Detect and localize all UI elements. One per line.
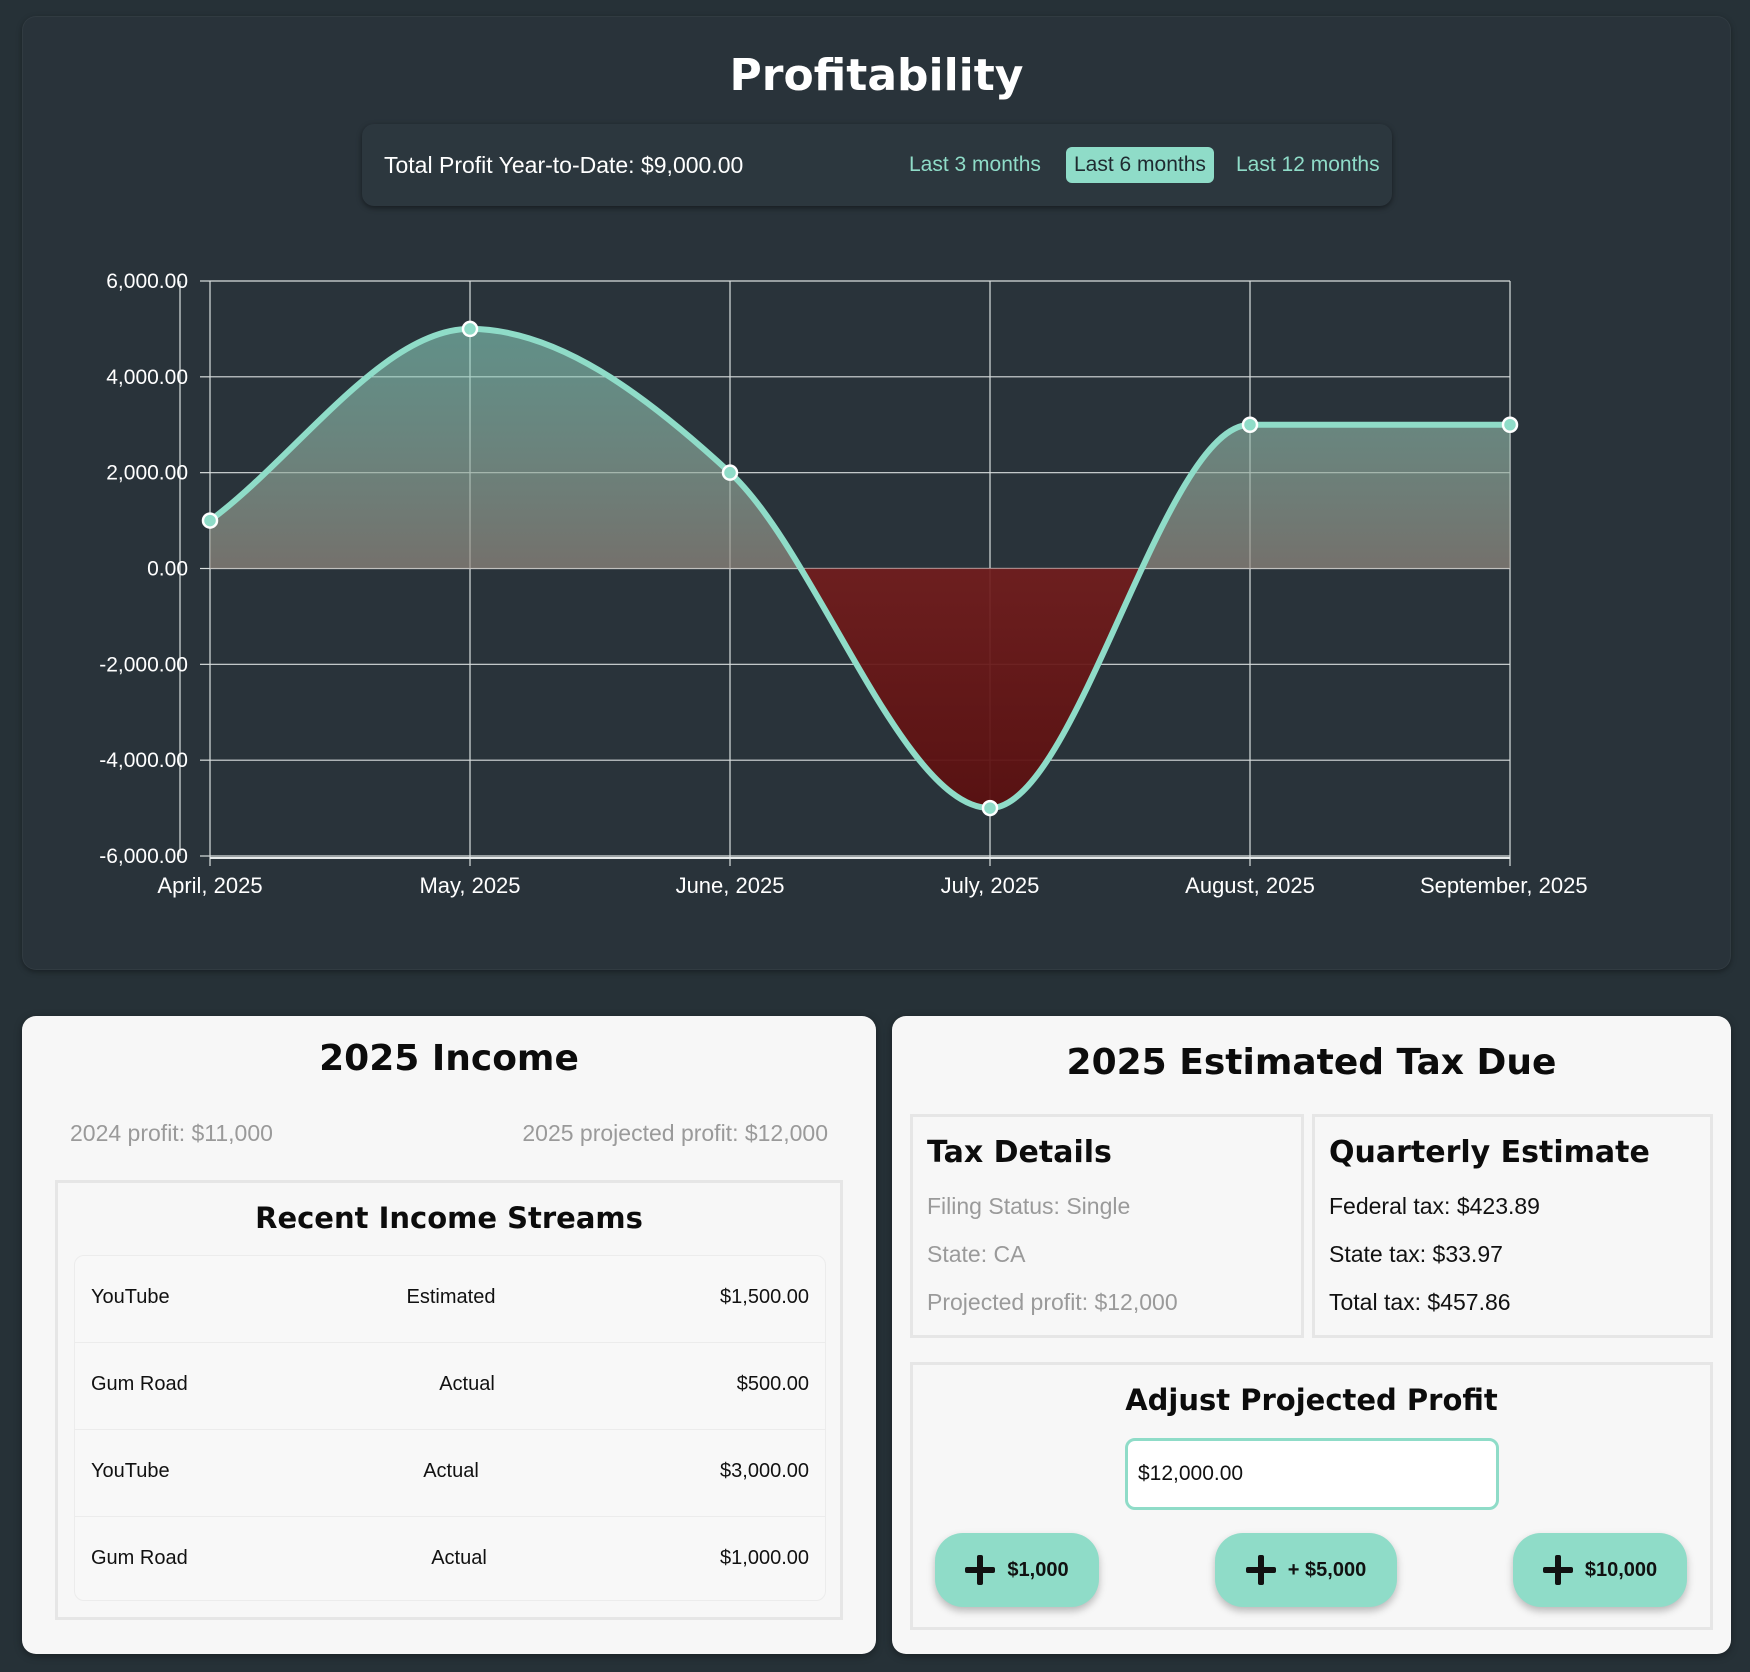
profitability-title: Profitability bbox=[729, 50, 1024, 101]
y-tick-label: 6,000.00 bbox=[106, 270, 188, 293]
data-point[interactable] bbox=[201, 512, 219, 529]
add-5000-button[interactable]: + $5,000 bbox=[1215, 1533, 1397, 1607]
projected-profit: Projected profit: $12,000 bbox=[927, 1289, 1178, 1315]
adjust-profit-box: Adjust Projected Profit $1,000 + $5,000 … bbox=[910, 1362, 1713, 1630]
plus-icon bbox=[965, 1555, 996, 1585]
y-tick-label: -6,000.00 bbox=[99, 845, 188, 868]
table-row: YouTube Estimated $1,500.00 bbox=[75, 1256, 825, 1343]
data-point[interactable] bbox=[721, 464, 739, 481]
data-point[interactable] bbox=[981, 799, 999, 817]
projected-profit-input[interactable] bbox=[1125, 1438, 1499, 1510]
tax-details-title: Tax Details bbox=[927, 1135, 1112, 1170]
table-row: Gum Road Actual $1,000.00 bbox=[91, 1547, 809, 1569]
income-title: 2025 Income bbox=[319, 1038, 579, 1079]
range-last-12-months-button[interactable]: Last 12 months bbox=[1236, 153, 1380, 176]
plus-icon bbox=[1542, 1555, 1573, 1585]
stream-name: YouTube bbox=[91, 1286, 170, 1308]
profit-2025-projected: 2025 projected profit: $12,000 bbox=[522, 1120, 828, 1146]
streams-title: Recent Income Streams bbox=[255, 1201, 643, 1235]
range-last-3-months-button[interactable]: Last 3 months bbox=[909, 153, 1041, 176]
total-profit-ytd: Total Profit Year-to-Date: $9,000.00 bbox=[384, 152, 744, 178]
table-row: Gum Road Actual $500.00 bbox=[75, 1343, 825, 1430]
federal-tax: Federal tax: $423.89 bbox=[1329, 1193, 1540, 1219]
stream-name: Gum Road bbox=[91, 1373, 188, 1395]
stream-amount: $3,000.00 bbox=[720, 1460, 809, 1482]
x-tick-label: July, 2025 bbox=[941, 873, 1040, 898]
area-positive bbox=[210, 328, 1510, 569]
profit-summary-bar: Total Profit Year-to-Date: $9,000.00 Las… bbox=[362, 124, 1392, 206]
add-5000-label: + $5,000 bbox=[1287, 1558, 1367, 1581]
stream-amount: $1,500.00 bbox=[720, 1286, 809, 1308]
y-tick-label: -2,000.00 bbox=[99, 653, 188, 676]
profitability-card: Profitability Total Profit Year-to-Date:… bbox=[22, 16, 1731, 970]
profit-2024: 2024 profit: $11,000 bbox=[70, 1120, 273, 1146]
total-tax: Total tax: $457.86 bbox=[1329, 1289, 1511, 1315]
add-10000-button[interactable]: $10,000 bbox=[1513, 1533, 1687, 1607]
stream-amount: $1,000.00 bbox=[720, 1547, 809, 1569]
income-card: 2025 Income 2024 profit: $11,000 2025 pr… bbox=[22, 1016, 876, 1654]
streams-table: YouTube Estimated $1,500.00 Gum Road Act… bbox=[74, 1255, 826, 1601]
profit-chart: 6,000.00 4,000.00 2,000.00 0.00 -2,000.00 -4,… bbox=[99, 270, 1588, 898]
data-point[interactable] bbox=[1241, 416, 1259, 433]
tax-card: 2025 Estimated Tax Due Tax Details Filin… bbox=[892, 1016, 1731, 1654]
quarterly-title: Quarterly Estimate bbox=[1329, 1135, 1650, 1170]
data-point[interactable] bbox=[461, 320, 479, 338]
stream-amount: $500.00 bbox=[736, 1373, 809, 1395]
y-tick-label: 2,000.00 bbox=[106, 462, 188, 485]
plus-icon bbox=[1245, 1555, 1276, 1585]
tax-title: 2025 Estimated Tax Due bbox=[1066, 1042, 1557, 1083]
y-tick-label: 4,000.00 bbox=[106, 366, 188, 389]
x-tick-label: September, 2025 bbox=[1420, 873, 1588, 898]
add-1000-button[interactable]: $1,000 bbox=[935, 1533, 1099, 1607]
recent-income-streams: Recent Income Streams YouTube Estimated … bbox=[55, 1180, 843, 1620]
add-10000-label: $10,000 bbox=[1584, 1558, 1658, 1581]
x-tick-label: May, 2025 bbox=[419, 873, 520, 898]
tax-details-box: Tax Details Filing Status: Single State:… bbox=[910, 1114, 1304, 1338]
y-tick-label: -4,000.00 bbox=[99, 749, 188, 772]
state-tax: State tax: $33.97 bbox=[1329, 1241, 1503, 1267]
x-tick-label: April, 2025 bbox=[157, 873, 262, 898]
filing-status: Filing Status: Single bbox=[927, 1193, 1131, 1219]
quarterly-estimate-box: Quarterly Estimate Federal tax: $423.89 … bbox=[1312, 1114, 1713, 1338]
stream-name: YouTube bbox=[91, 1460, 170, 1482]
stream-name: Gum Road bbox=[91, 1547, 188, 1569]
y-tick-label: 0.00 bbox=[147, 558, 188, 581]
table-row: YouTube Actual $3,000.00 bbox=[75, 1430, 825, 1517]
area-negative bbox=[210, 568, 1510, 809]
range-last-6-months-button[interactable]: Last 6 months bbox=[1066, 147, 1214, 183]
adjust-title: Adjust Projected Profit bbox=[1125, 1383, 1498, 1417]
data-point[interactable] bbox=[1501, 416, 1519, 433]
add-1000-label: $1,000 bbox=[1007, 1558, 1069, 1581]
x-tick-label: August, 2025 bbox=[1185, 873, 1315, 898]
x-tick-label: June, 2025 bbox=[676, 873, 785, 898]
state: State: CA bbox=[927, 1241, 1026, 1267]
